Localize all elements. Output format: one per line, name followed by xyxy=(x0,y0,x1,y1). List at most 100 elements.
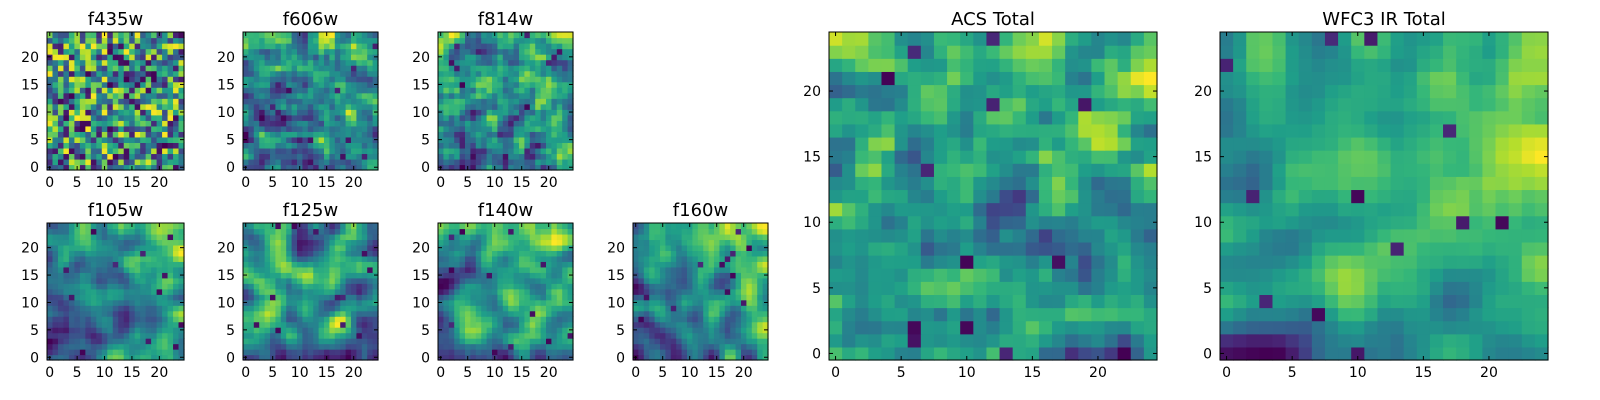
heatmap-cell xyxy=(68,54,75,61)
heatmap-cell xyxy=(513,288,520,295)
heatmap-cell xyxy=(334,43,341,50)
heatmap-cell xyxy=(275,261,282,268)
heatmap-cell xyxy=(334,244,341,251)
heatmap-cell xyxy=(334,48,341,55)
heatmap-cell xyxy=(367,305,374,312)
heatmap-cell xyxy=(459,98,466,105)
heatmap-cell xyxy=(465,147,471,155)
heatmap-cell xyxy=(372,92,379,99)
heatmap-cell xyxy=(1130,241,1145,256)
heatmap-cell xyxy=(173,65,180,72)
heatmap-cell xyxy=(757,272,764,279)
heatmap-cell xyxy=(74,43,81,50)
heatmap-cell xyxy=(243,316,249,323)
heatmap-cell xyxy=(719,316,726,323)
heatmap-cell xyxy=(318,272,325,279)
heatmap-cell xyxy=(681,332,688,339)
heatmap-cell xyxy=(329,266,336,273)
heatmap-cell xyxy=(1104,268,1119,282)
heatmap-cell xyxy=(486,114,493,121)
heatmap-cell xyxy=(633,316,639,323)
heatmap-cell xyxy=(529,354,536,361)
heatmap-cell xyxy=(334,266,341,273)
heatmap-cell xyxy=(291,338,298,345)
heatmap-cell xyxy=(492,272,498,279)
heatmap-cell xyxy=(481,81,488,88)
heatmap-cell xyxy=(286,125,293,132)
heatmap-cell xyxy=(140,142,147,149)
heatmap-cell xyxy=(101,266,108,273)
heatmap-cell xyxy=(329,321,336,328)
heatmap-cell xyxy=(107,349,114,356)
heatmap-cell xyxy=(535,109,542,116)
heatmap-cell xyxy=(519,294,525,301)
heatmap-cell xyxy=(297,65,303,72)
heatmap-cell xyxy=(145,239,152,246)
heatmap-cell xyxy=(751,250,758,257)
heatmap-cell xyxy=(855,281,869,295)
heatmap-cell xyxy=(167,114,174,121)
heatmap-cell xyxy=(492,120,498,127)
heatmap-cell xyxy=(318,305,325,312)
heatmap-cell xyxy=(140,164,147,171)
heatmap-cell xyxy=(63,338,70,345)
heatmap-cell xyxy=(167,87,174,94)
heatmap-cell xyxy=(638,310,645,317)
heatmap-cell xyxy=(502,338,509,345)
heatmap-cell xyxy=(567,142,574,149)
heatmap-cell xyxy=(79,87,86,94)
heatmap-cell xyxy=(513,343,520,350)
heatmap-cell xyxy=(486,120,493,127)
heatmap-cell xyxy=(68,255,75,262)
heatmap-cell xyxy=(508,54,515,61)
heatmap-cell xyxy=(145,164,152,171)
heatmap-cell xyxy=(68,343,75,350)
heatmap-cell xyxy=(475,114,482,121)
heatmap-cell xyxy=(443,223,450,230)
heatmap-cell xyxy=(907,189,922,204)
heatmap-cell xyxy=(52,147,59,155)
heatmap-cell xyxy=(68,142,75,149)
heatmap-cell xyxy=(513,158,520,166)
heatmap-cell xyxy=(524,239,531,246)
heatmap-cell xyxy=(324,343,330,350)
heatmap-cell xyxy=(297,288,303,295)
heatmap-cell xyxy=(751,294,758,301)
heatmap-cell xyxy=(481,109,488,116)
heatmap-cell xyxy=(270,37,276,44)
heatmap-cell xyxy=(643,250,650,257)
heatmap-cell xyxy=(681,327,688,334)
heatmap-cell xyxy=(438,70,444,77)
heatmap-cell xyxy=(660,228,666,235)
heatmap-cell xyxy=(307,103,314,110)
heatmap-cell xyxy=(47,114,54,121)
heatmap-cell xyxy=(475,87,482,94)
heatmap-cell xyxy=(63,277,70,284)
heatmap-cell xyxy=(313,338,320,345)
heatmap-cell xyxy=(1104,202,1119,217)
heatmap-cell xyxy=(57,250,65,257)
heatmap-cell xyxy=(448,316,455,323)
heatmap-cell xyxy=(112,70,119,77)
heatmap-cell xyxy=(649,244,656,251)
heatmap-cell xyxy=(57,114,65,121)
heatmap-cell xyxy=(313,310,320,317)
heatmap-cell xyxy=(145,327,152,334)
heatmap-cell xyxy=(448,223,455,230)
heatmap-cell xyxy=(134,338,141,345)
heatmap-cell xyxy=(470,43,477,50)
heatmap-cell xyxy=(107,76,114,83)
heatmap-cell xyxy=(345,321,352,328)
heatmap-cell xyxy=(167,142,174,149)
heatmap-cell xyxy=(703,299,710,306)
heatmap-cell xyxy=(151,343,158,350)
heatmap-cell xyxy=(275,120,282,127)
heatmap-cell xyxy=(529,250,536,257)
heatmap-cell xyxy=(481,338,488,345)
heatmap-cell xyxy=(724,316,731,323)
heatmap-cell xyxy=(730,316,737,323)
heatmap-cell xyxy=(107,98,114,105)
heatmap-cell xyxy=(556,147,563,155)
heatmap-cell xyxy=(334,65,341,72)
